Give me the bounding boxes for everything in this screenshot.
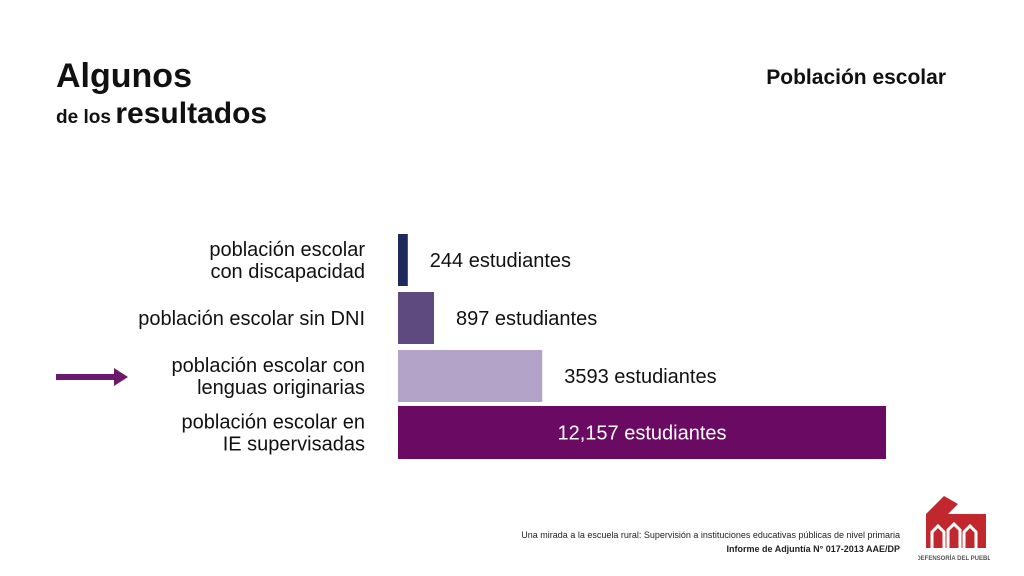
category-label-3-0: población escolar en bbox=[182, 412, 365, 434]
logo-hand-shape bbox=[926, 496, 958, 514]
highlight-arrow-head bbox=[114, 368, 128, 386]
category-label-2-0: población escolar con bbox=[172, 355, 365, 377]
category-label-2-1: lenguas originarias bbox=[197, 377, 365, 399]
logo-figures bbox=[930, 521, 978, 548]
bar-value-label-1: 897 estudiantes bbox=[456, 308, 597, 330]
bar-1 bbox=[398, 292, 435, 344]
category-label-1-0: población escolar sin DNI bbox=[138, 308, 365, 330]
bar-value-label-2: 3593 estudiantes bbox=[564, 366, 716, 388]
subtitle-small: de los bbox=[56, 107, 111, 128]
highlight-arrow-shaft bbox=[56, 374, 116, 380]
bar-value-label-0: 244 estudiantes bbox=[430, 250, 571, 272]
defensoria-logo: DEFENSORÍA DEL PUEBLO bbox=[918, 496, 990, 562]
page-title: Algunos bbox=[56, 57, 192, 95]
bar-value-label-3: 12,157 estudiantes bbox=[557, 423, 726, 445]
chart-title: Población escolar bbox=[766, 66, 946, 89]
bar-3 bbox=[398, 406, 886, 459]
category-label-0-1: con discapacidad bbox=[210, 261, 365, 283]
category-label-3-1: IE supervisadas bbox=[223, 434, 365, 456]
subtitle-big: resultados bbox=[115, 97, 268, 130]
logo-text: DEFENSORÍA DEL PUEBLO bbox=[918, 554, 990, 562]
footer: Una mirada a la escuela rural: Supervisi… bbox=[521, 528, 900, 556]
footer-line1: Una mirada a la escuela rural: Supervisi… bbox=[521, 530, 900, 540]
page-subtitle: de los resultados bbox=[56, 96, 267, 137]
bar-2 bbox=[398, 350, 543, 402]
footer-line2: Informe de Adjuntía N° 017-2013 AAE/DP bbox=[726, 544, 900, 554]
category-label-0-0: población escolar bbox=[209, 239, 365, 261]
bar-0 bbox=[398, 234, 408, 286]
